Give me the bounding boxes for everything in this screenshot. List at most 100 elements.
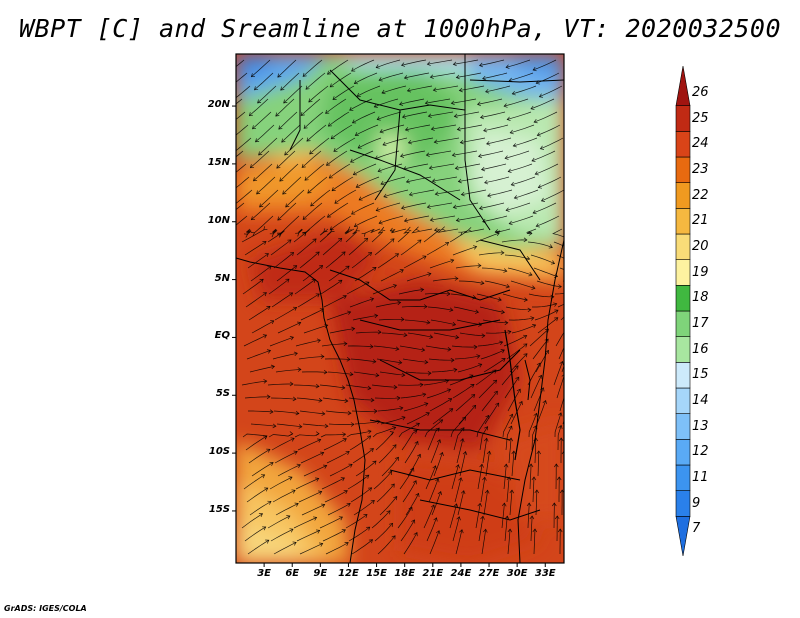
streamline-arrow bbox=[536, 132, 541, 137]
streamline-arrow bbox=[309, 150, 314, 155]
streamline bbox=[374, 98, 399, 108]
streamline-arrow bbox=[392, 444, 397, 449]
streamline-arrow bbox=[347, 226, 353, 231]
streamline-arrow bbox=[312, 238, 317, 243]
streamline bbox=[425, 98, 451, 104]
streamline-arrow bbox=[441, 226, 446, 231]
streamline bbox=[331, 176, 354, 191]
streamline bbox=[254, 215, 274, 234]
streamline-arrow bbox=[338, 516, 343, 521]
streamline-arrow bbox=[327, 70, 332, 75]
streamline-arrow bbox=[505, 283, 510, 289]
streamline-arrow bbox=[531, 476, 537, 481]
streamline bbox=[561, 365, 564, 373]
colorbar-swatch bbox=[675, 208, 691, 235]
streamline-arrow bbox=[397, 300, 402, 306]
streamline-arrow bbox=[483, 528, 488, 533]
streamline-arrow bbox=[346, 502, 351, 507]
streamline bbox=[345, 230, 358, 243]
streamline bbox=[303, 465, 327, 477]
streamline-arrow bbox=[243, 233, 249, 238]
streamline-arrow bbox=[367, 435, 372, 440]
streamline bbox=[270, 239, 292, 256]
streamline bbox=[400, 239, 422, 256]
streamline-arrow bbox=[561, 450, 564, 455]
streamline-arrow bbox=[417, 239, 422, 244]
streamline-arrow bbox=[222, 111, 226, 114]
streamline bbox=[371, 384, 397, 388]
streamline-arrow bbox=[470, 384, 475, 388]
streamline bbox=[350, 150, 374, 163]
streamline-arrow bbox=[344, 542, 349, 546]
streamline-arrow bbox=[376, 116, 381, 121]
streamline bbox=[379, 124, 405, 133]
streamline bbox=[319, 231, 332, 243]
streamline-arrow bbox=[554, 309, 559, 314]
streamline bbox=[554, 412, 562, 438]
streamline bbox=[348, 238, 368, 256]
streamline-arrow bbox=[449, 408, 454, 413]
streamline bbox=[324, 490, 348, 503]
colorbar-swatch bbox=[675, 105, 691, 132]
streamline bbox=[398, 422, 420, 438]
streamline bbox=[236, 59, 245, 68]
streamline bbox=[378, 444, 397, 464]
streamline-arrow bbox=[369, 344, 374, 349]
streamline bbox=[402, 111, 428, 118]
streamline-arrow bbox=[289, 336, 294, 341]
streamline bbox=[528, 293, 554, 298]
streamline bbox=[347, 474, 370, 490]
streamline bbox=[272, 352, 298, 360]
colorbar bbox=[675, 65, 691, 557]
streamline-arrow bbox=[415, 226, 420, 232]
streamline bbox=[530, 254, 555, 264]
streamline bbox=[459, 332, 485, 337]
lon-label: 3E bbox=[257, 568, 271, 579]
streamline bbox=[249, 366, 275, 373]
streamline bbox=[405, 371, 431, 374]
streamline-arrow bbox=[449, 307, 454, 312]
streamline bbox=[297, 293, 320, 308]
lat-label: 5N bbox=[214, 272, 230, 284]
streamline bbox=[329, 215, 352, 231]
streamline bbox=[485, 331, 511, 334]
streamline-arrow bbox=[530, 105, 535, 111]
streamline-arrow bbox=[523, 297, 528, 302]
streamline-arrow bbox=[484, 489, 490, 494]
streamline bbox=[308, 85, 329, 103]
lat-label: 20N bbox=[207, 99, 230, 111]
colorbar-label: 18 bbox=[692, 290, 709, 306]
streamline bbox=[455, 394, 475, 412]
streamline bbox=[475, 232, 500, 243]
streamline bbox=[429, 259, 454, 269]
streamline-arrow bbox=[554, 515, 560, 520]
streamline-arrow bbox=[479, 463, 484, 468]
streamline-arrow bbox=[338, 237, 343, 242]
streamline-arrow bbox=[367, 429, 372, 435]
streamline bbox=[553, 361, 563, 386]
streamline bbox=[480, 349, 505, 360]
streamline-arrow bbox=[455, 217, 460, 223]
streamline bbox=[246, 350, 271, 360]
streamline bbox=[325, 542, 349, 555]
streamline-arrow bbox=[323, 464, 328, 469]
streamline-arrow bbox=[250, 73, 256, 78]
streamline-arrow bbox=[453, 367, 458, 373]
streamline bbox=[271, 437, 295, 451]
streamline-arrow bbox=[292, 396, 297, 402]
streamline bbox=[482, 215, 508, 223]
colorbar-swatch bbox=[675, 131, 691, 158]
streamline-arrow bbox=[415, 492, 420, 498]
streamline bbox=[303, 324, 328, 334]
streamline-arrow bbox=[480, 166, 486, 172]
streamline bbox=[403, 163, 429, 170]
streamline bbox=[327, 371, 353, 375]
streamline bbox=[277, 322, 301, 334]
streamline bbox=[294, 279, 316, 295]
streamline bbox=[378, 318, 405, 321]
streamline-arrow bbox=[504, 320, 509, 326]
streamline bbox=[354, 267, 377, 282]
streamline bbox=[562, 280, 564, 282]
streamline-arrow bbox=[386, 510, 391, 515]
streamline-arrow bbox=[228, 228, 232, 231]
